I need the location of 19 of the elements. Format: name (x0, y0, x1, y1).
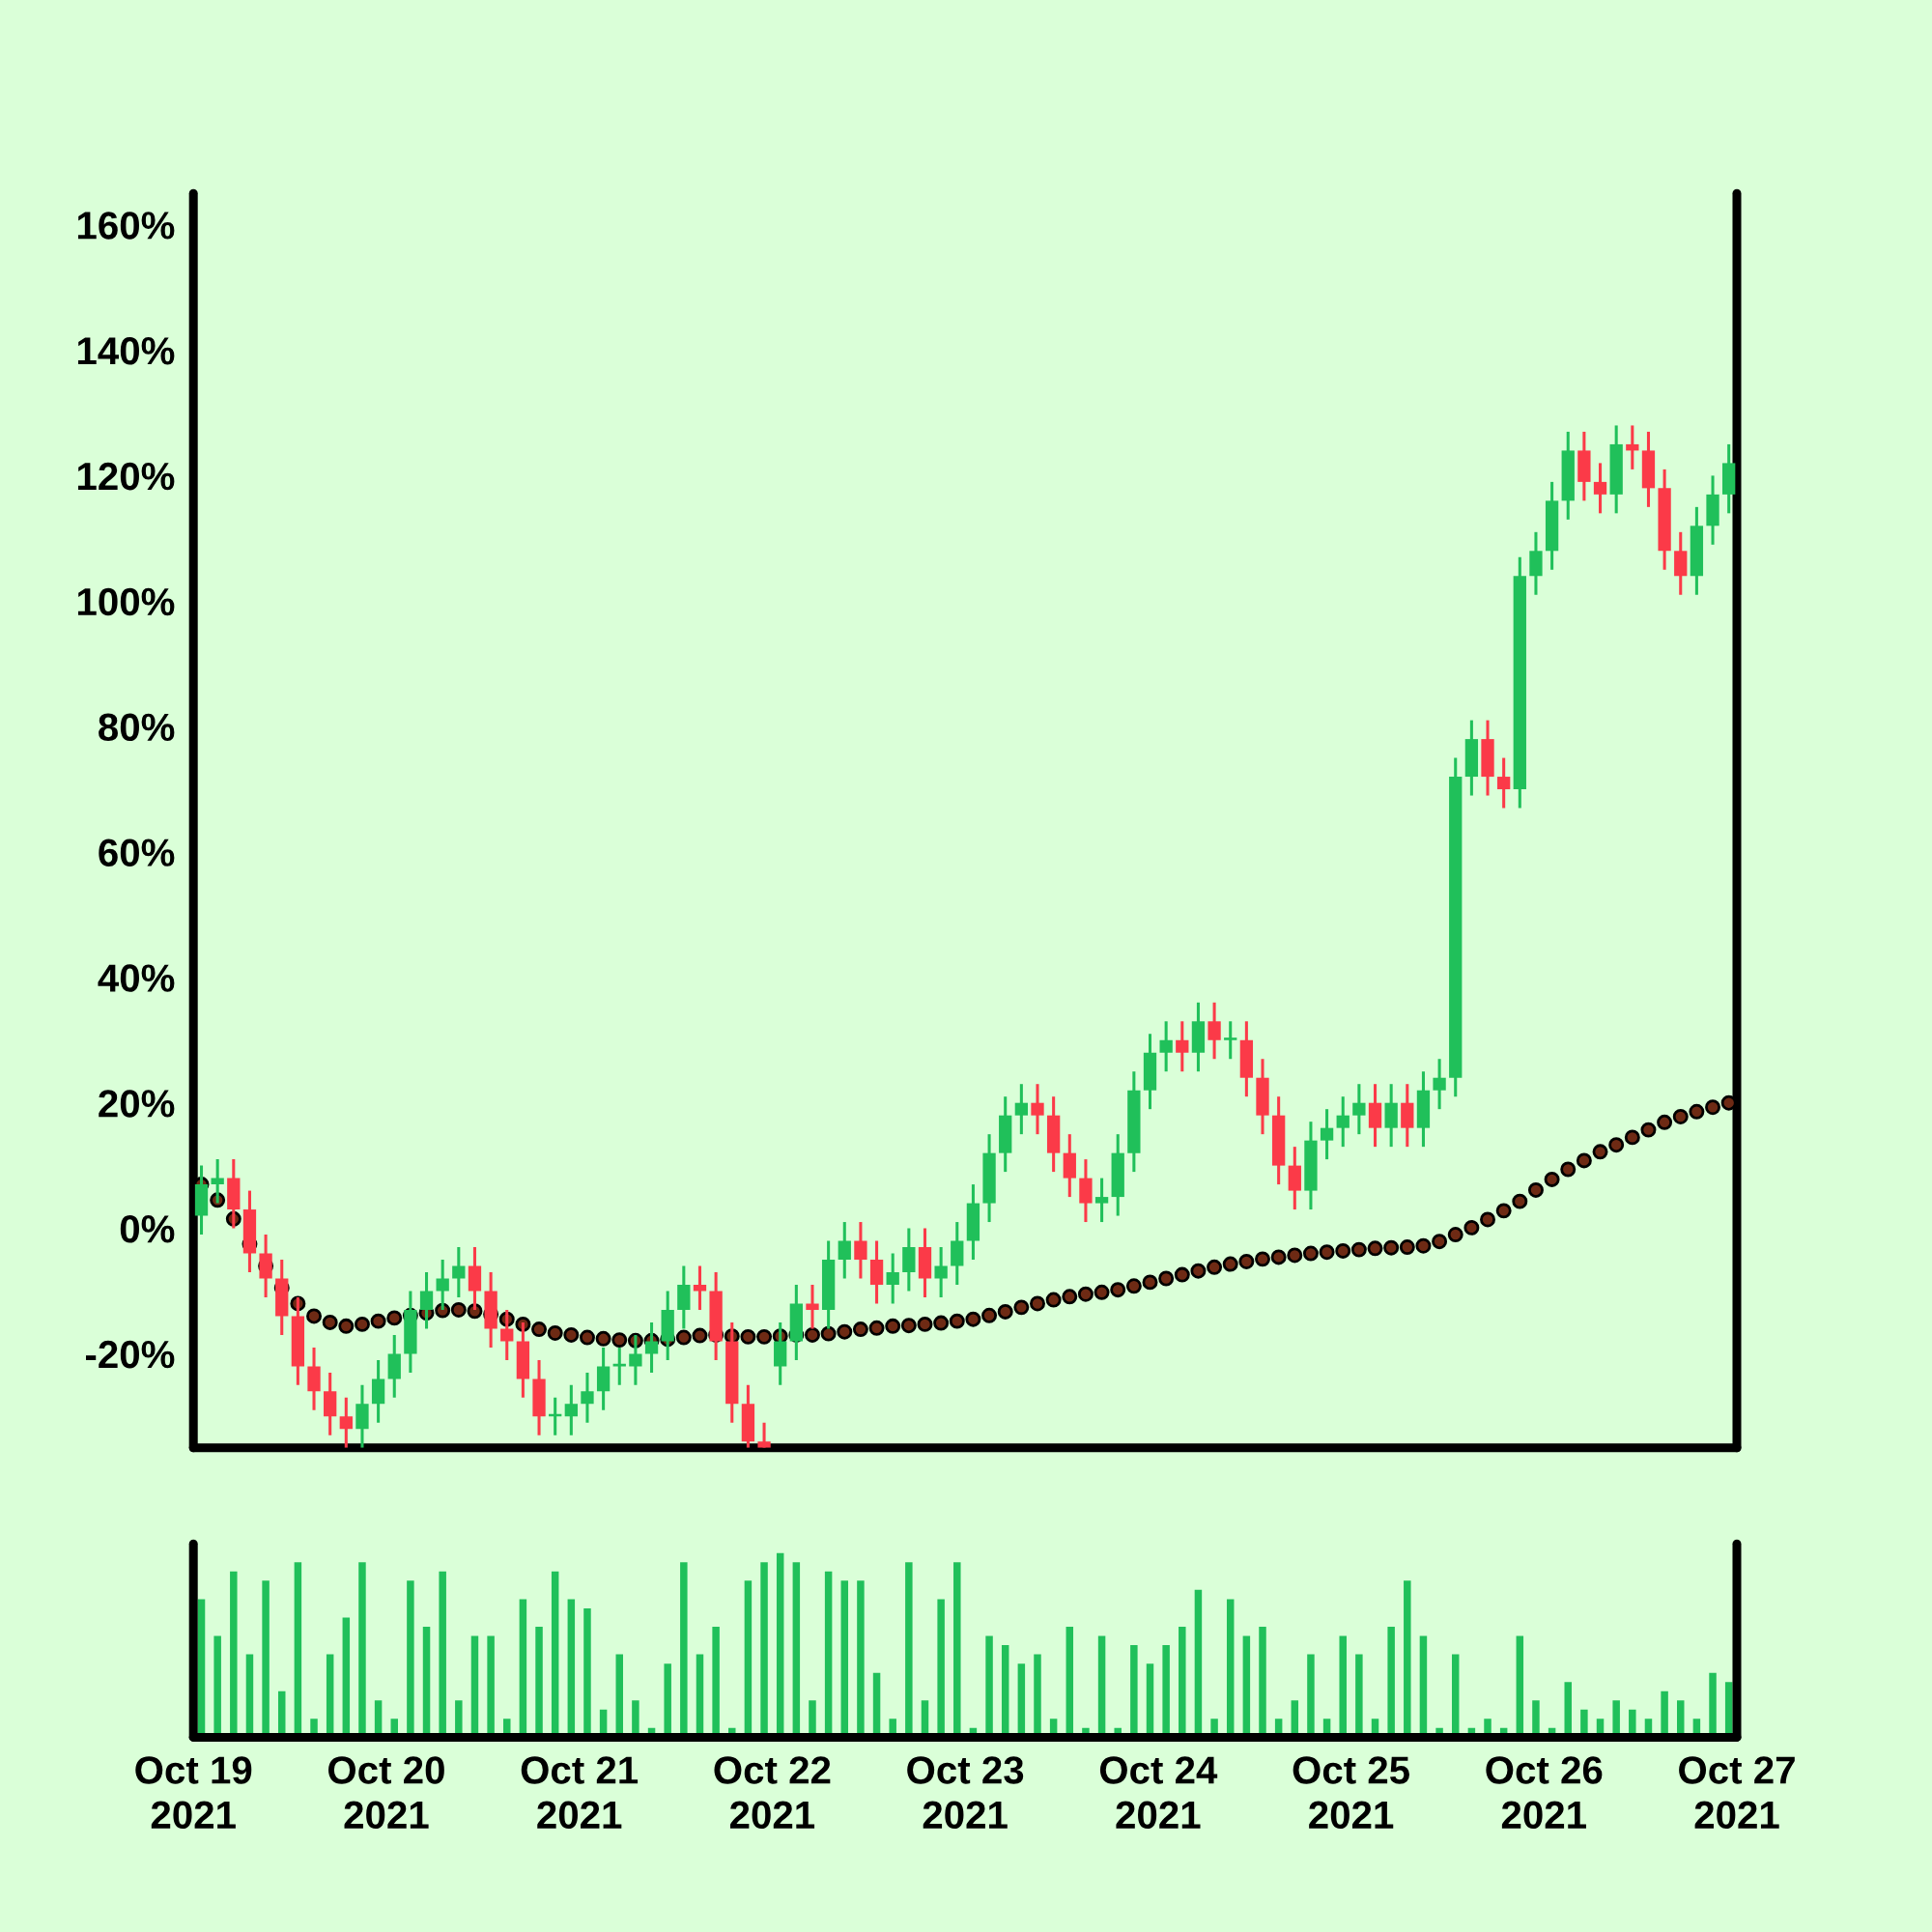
x-tick-label: Oct 21 2021 (521, 1756, 639, 1830)
y-tick-label: 40% (98, 964, 175, 992)
y-tick-label: 100% (77, 587, 175, 616)
y-tick-label: 120% (77, 462, 175, 491)
x-tick-label: Oct 24 2021 (1099, 1756, 1218, 1830)
y-tick-label: 160% (77, 212, 175, 240)
y-tick-label: 140% (77, 336, 175, 365)
x-tick-label: Oct 22 2021 (714, 1756, 831, 1830)
y-tick-label: -20% (86, 1340, 175, 1369)
x-tick-label: Oct 26 2021 (1486, 1756, 1603, 1830)
x-tick-label: Oct 27 2021 (1679, 1756, 1795, 1830)
y-tick-label: 60% (99, 838, 175, 867)
y-tick-label: 0% (120, 1215, 175, 1243)
x-tick-label: Oct 23 2021 (907, 1756, 1024, 1830)
y-tick-label: 20% (99, 1090, 175, 1118)
x-tick-label: Oct 20 2021 (328, 1756, 444, 1830)
x-tick-label: Oct 19 2021 (135, 1756, 252, 1830)
x-tick-label: Oct 25 2021 (1293, 1756, 1409, 1830)
y-tick-label: 80% (99, 713, 175, 742)
